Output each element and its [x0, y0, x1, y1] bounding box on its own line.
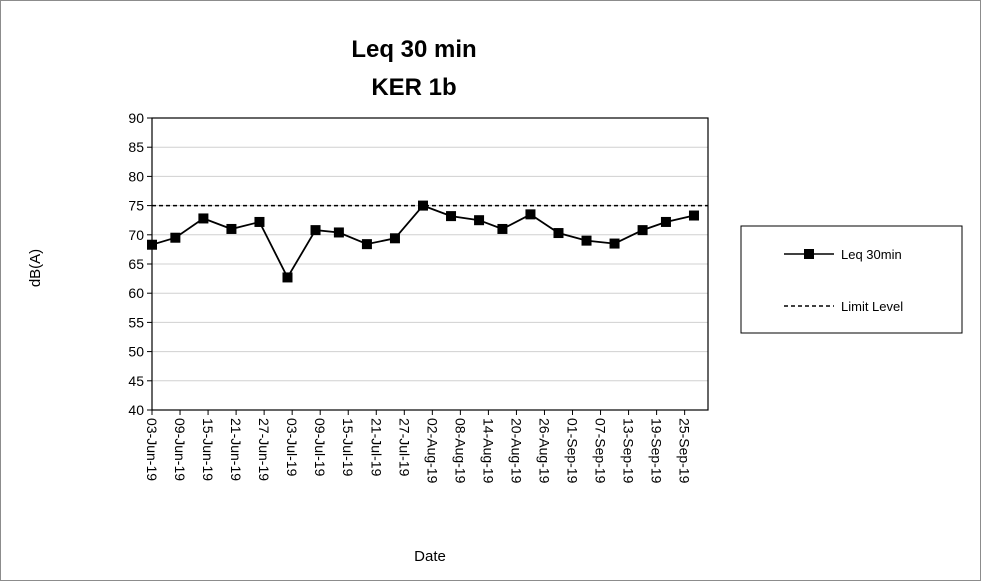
y-axis-ticks: 40 45 50 55 60 65 70 75 80 85 90: [128, 110, 152, 418]
chart-subtitle: KER 1b: [371, 74, 456, 101]
y-tick-label: 45: [128, 373, 144, 389]
x-tick-label: 09-Jun-19: [172, 418, 188, 481]
y-tick-label: 75: [128, 198, 144, 214]
y-tick-label: 70: [128, 227, 144, 243]
x-tick-label: 27-Jun-19: [256, 418, 272, 481]
data-point: [660, 216, 671, 227]
data-point: [553, 228, 564, 239]
data-point: [226, 223, 237, 234]
chart-title: Leq 30 min: [351, 36, 476, 63]
x-tick-label: 02-Aug-19: [424, 418, 440, 484]
legend-marker-leq: [804, 249, 814, 259]
data-point: [497, 223, 508, 234]
y-tick-label: 90: [128, 110, 144, 126]
y-tick-label: 40: [128, 402, 144, 418]
data-point: [637, 225, 648, 236]
x-axis-title: Date: [414, 548, 446, 565]
legend-box: [740, 225, 963, 334]
legend-label-limit: Limit Level: [841, 299, 903, 314]
y-tick-label: 80: [128, 168, 144, 184]
x-tick-label: 26-Aug-19: [536, 418, 552, 484]
data-point: [581, 235, 592, 246]
data-point: [688, 210, 699, 221]
data-point: [417, 200, 428, 211]
y-tick-label: 60: [128, 285, 144, 301]
data-point: [170, 232, 181, 243]
data-point: [446, 211, 457, 222]
y-tick-label: 85: [128, 139, 144, 155]
x-tick-label: 08-Aug-19: [452, 418, 468, 484]
x-tick-label: 09-Jul-19: [312, 418, 328, 477]
data-point: [525, 209, 536, 220]
x-tick-label: 21-Jun-19: [228, 418, 244, 481]
legend: Leq 30min Limit Level: [740, 225, 963, 334]
x-tick-label: 19-Sep-19: [649, 418, 665, 484]
legend-label-leq: Leq 30min: [841, 247, 902, 262]
x-tick-label: 20-Aug-19: [508, 418, 524, 484]
y-tick-label: 55: [128, 314, 144, 330]
data-point: [282, 272, 293, 283]
y-tick-label: 50: [128, 344, 144, 360]
x-tick-label: 03-Jul-19: [284, 418, 300, 477]
data-point: [254, 216, 265, 227]
data-point: [609, 238, 620, 249]
x-tick-label: 03-Jun-19: [144, 418, 160, 481]
x-tick-label: 15-Jun-19: [200, 418, 216, 481]
data-point: [389, 233, 400, 244]
x-tick-label: 01-Sep-19: [565, 418, 581, 484]
x-tick-label: 15-Jul-19: [340, 418, 356, 477]
data-point: [361, 239, 372, 250]
gridlines: [152, 146, 708, 382]
data-point: [333, 227, 344, 238]
x-tick-label: 27-Jul-19: [396, 418, 412, 477]
x-tick-label: 21-Jul-19: [368, 418, 384, 477]
data-point: [474, 215, 485, 226]
x-axis-ticks: 03-Jun-19 09-Jun-19 15-Jun-19 21-Jun-19 27-J…: [144, 410, 693, 484]
series-layer: [147, 200, 699, 283]
x-tick-label: 13-Sep-19: [621, 418, 637, 484]
data-point: [310, 225, 321, 236]
y-tick-label: 65: [128, 256, 144, 272]
y-axis-title: dB(A): [27, 249, 44, 287]
x-tick-label: 07-Sep-19: [593, 418, 609, 484]
x-tick-label: 25-Sep-19: [677, 418, 693, 484]
x-tick-label: 14-Aug-19: [480, 418, 496, 484]
data-point: [198, 213, 209, 224]
